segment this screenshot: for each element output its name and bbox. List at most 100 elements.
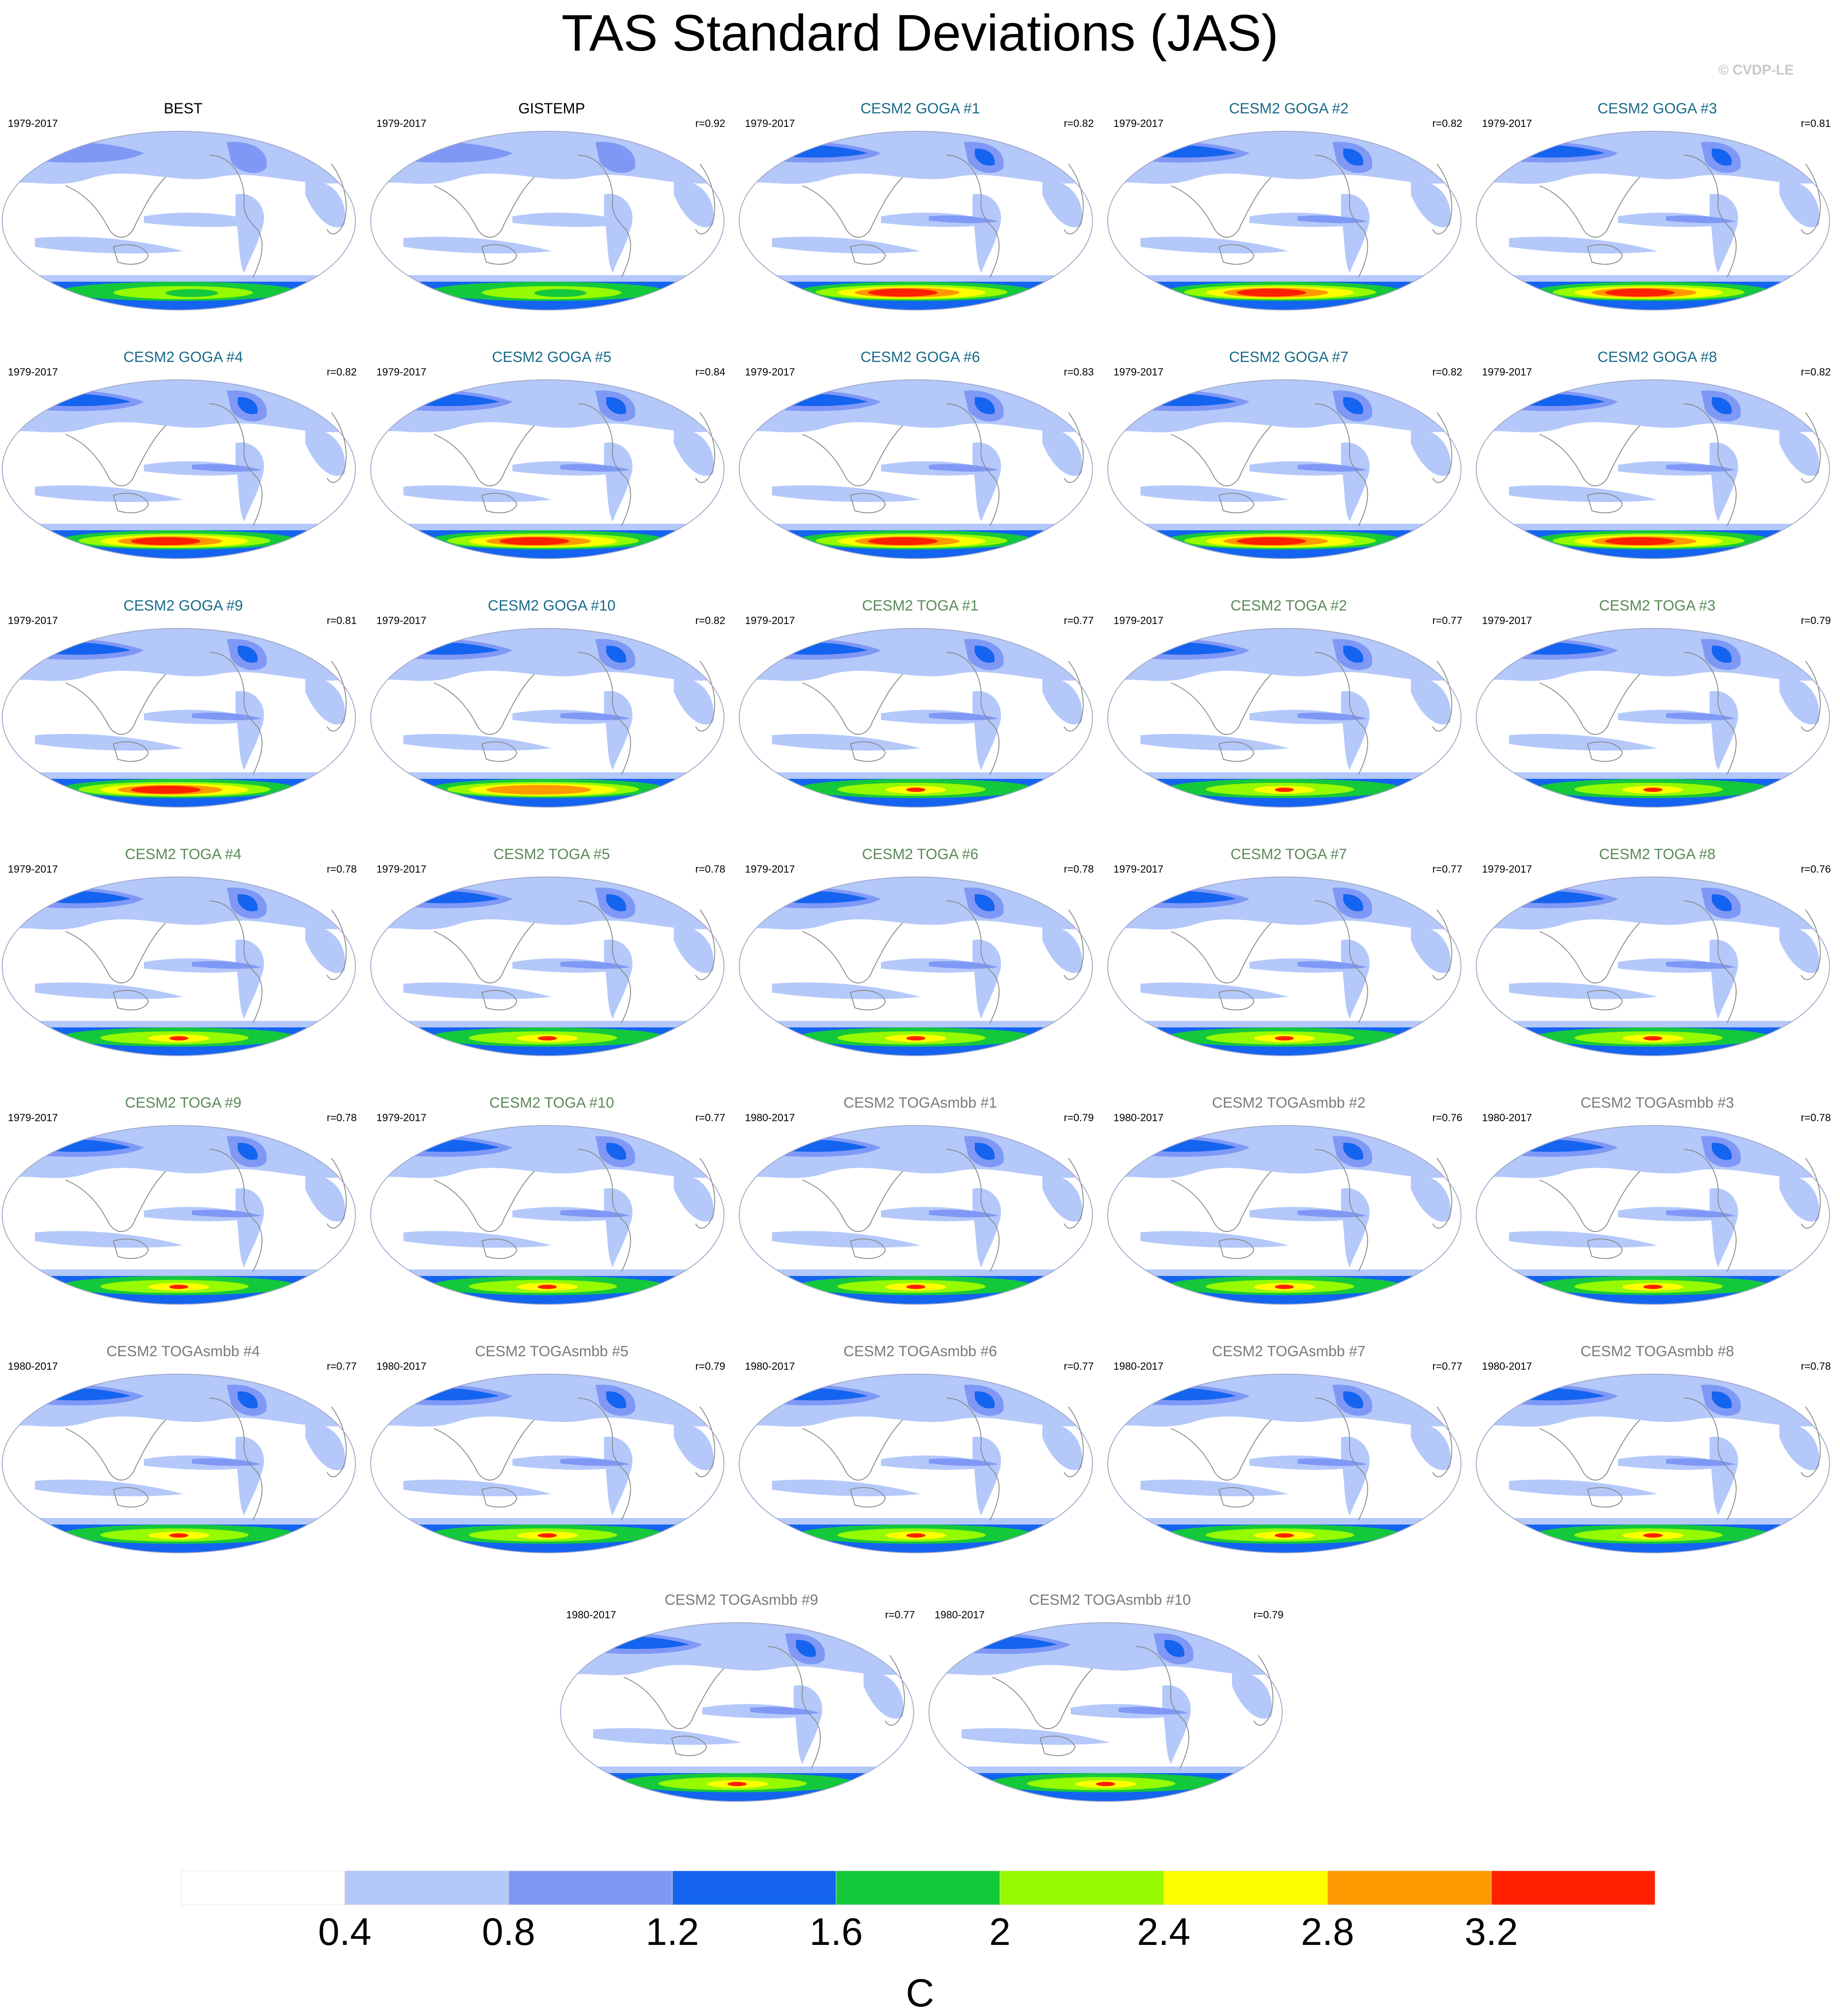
world-map (2, 877, 356, 1056)
map-border (1476, 628, 1830, 808)
contour-north-dark-2 (606, 1391, 626, 1409)
contour-americas (1341, 1436, 1370, 1516)
map-field (1476, 380, 1830, 559)
map-border (370, 379, 724, 559)
coastline-asia (65, 1419, 166, 1481)
panel-period: 1979-2017 (1113, 366, 1164, 378)
contour-americas (604, 691, 633, 770)
world-map (739, 628, 1093, 808)
map-panel: CESM2 TOGAsmbb #2 1980-2017 r=0.76 (1106, 1095, 1472, 1339)
contour-southern-streak (403, 1479, 552, 1497)
contour-north-dark-2 (238, 397, 258, 414)
world-map (739, 1125, 1093, 1305)
contour-tropical-band (144, 212, 262, 227)
colorbar-tick-label: 0.4 (318, 1910, 371, 1953)
coastline-asia (1539, 425, 1640, 487)
coastline-australia (850, 741, 886, 762)
coastline-australia (850, 1238, 886, 1259)
contour-eastern (1779, 181, 1820, 228)
colorbar-tick-label: 0.8 (482, 1910, 535, 1953)
coastline-australia (481, 990, 518, 1010)
map-field (2, 380, 355, 559)
map-border (2, 1374, 356, 1553)
contour-antarctic-red (1643, 1533, 1662, 1538)
coastline-asia (1171, 674, 1272, 735)
map-field (1108, 131, 1461, 310)
map-border (2, 131, 356, 310)
contour-southern-streak (1140, 982, 1289, 999)
map-field (739, 1374, 1092, 1553)
coastline-americas (1314, 403, 1368, 526)
contour-southern-streak (35, 1231, 183, 1248)
map-panel: CESM2 TOGAsmbb #9 1980-2017 r=0.77 (558, 1592, 925, 1836)
contour-americas (1710, 442, 1738, 522)
coastline-europe-africa (695, 164, 715, 235)
map-field (739, 628, 1092, 807)
contour-eastern (1411, 926, 1451, 973)
coastline-asia (1171, 425, 1272, 487)
map-panel: CESM2 TOGA #8 1979-2017 r=0.76 (1474, 846, 1840, 1090)
map-field (1108, 1126, 1461, 1304)
panel-correlation: r=0.78 (1801, 1361, 1831, 1372)
contour-tropical-medium (192, 1458, 262, 1466)
contour-tropical-medium (192, 1210, 262, 1218)
contour-tropical-medium (1666, 464, 1736, 472)
coastline-asia (65, 1171, 166, 1232)
coastline-americas (577, 403, 631, 526)
coastline-australia (850, 244, 886, 265)
panel-title: CESM2 TOGAsmbb #1 (843, 1095, 997, 1111)
contour-southern-streak (1509, 485, 1657, 502)
map-panel: CESM2 TOGAsmbb #6 1980-2017 r=0.77 (737, 1343, 1103, 1587)
panel-correlation: r=0.81 (1801, 118, 1831, 130)
coastline-americas (577, 1149, 631, 1272)
contour-tropical-medium (1666, 215, 1736, 223)
coastline-europe-africa (1801, 909, 1821, 980)
panel-period: 1980-2017 (1113, 1361, 1164, 1372)
map-border (1107, 1125, 1461, 1305)
map-border (1476, 131, 1830, 310)
world-map (1107, 877, 1461, 1056)
coastline-europe-africa (695, 661, 715, 732)
coastline-asia (623, 1668, 724, 1729)
contour-antarctic-red (906, 1036, 925, 1040)
coastline-australia (481, 493, 518, 513)
map-border (1107, 628, 1461, 808)
map-border (1476, 379, 1830, 559)
world-map (929, 1622, 1283, 1802)
contour-eastern (674, 678, 714, 725)
coastline-europe-africa (1432, 1406, 1452, 1477)
map-field (371, 1126, 724, 1304)
coastline-americas (209, 403, 263, 526)
coastline-europe-africa (1064, 1406, 1084, 1477)
contour-tropical-medium (1666, 1210, 1736, 1218)
contour-north-dark-2 (238, 894, 258, 911)
contour-eastern (1042, 181, 1082, 228)
contour-tropical-medium (929, 215, 999, 223)
contour-americas (236, 939, 264, 1019)
panel-period: 1980-2017 (1482, 1361, 1532, 1372)
contour-southern-streak (35, 1479, 183, 1497)
map-border (739, 877, 1093, 1056)
contour-tropical-medium (192, 464, 262, 472)
map-border (739, 628, 1093, 808)
world-map (1107, 1374, 1461, 1553)
map-panel: CESM2 TOGAsmbb #1 1980-2017 r=0.79 (737, 1095, 1103, 1339)
panel-correlation: r=0.78 (695, 863, 725, 875)
contour-north-dark-2 (238, 1391, 258, 1409)
contour-southern-streak (962, 1728, 1110, 1745)
world-map (2, 131, 356, 310)
map-panel: CESM2 TOGAsmbb #5 1980-2017 r=0.79 (369, 1343, 735, 1587)
panel-title: BEST (164, 100, 203, 117)
colorbar-segment (836, 1870, 1000, 1905)
world-map (1476, 628, 1830, 808)
map-field (1476, 131, 1830, 310)
coastline-australia (1218, 493, 1255, 513)
map-panel: GISTEMP 1979-2017 r=0.92 (369, 100, 735, 345)
contour-americas (604, 1436, 633, 1516)
panel-title: CESM2 TOGAsmbb #4 (106, 1343, 260, 1360)
contour-antarctic-red (1643, 788, 1662, 792)
map-panel: CESM2 TOGAsmbb #8 1980-2017 r=0.78 (1474, 1343, 1840, 1587)
coastline-australia (1218, 741, 1255, 762)
world-map (370, 877, 724, 1056)
map-field (1476, 1374, 1830, 1553)
